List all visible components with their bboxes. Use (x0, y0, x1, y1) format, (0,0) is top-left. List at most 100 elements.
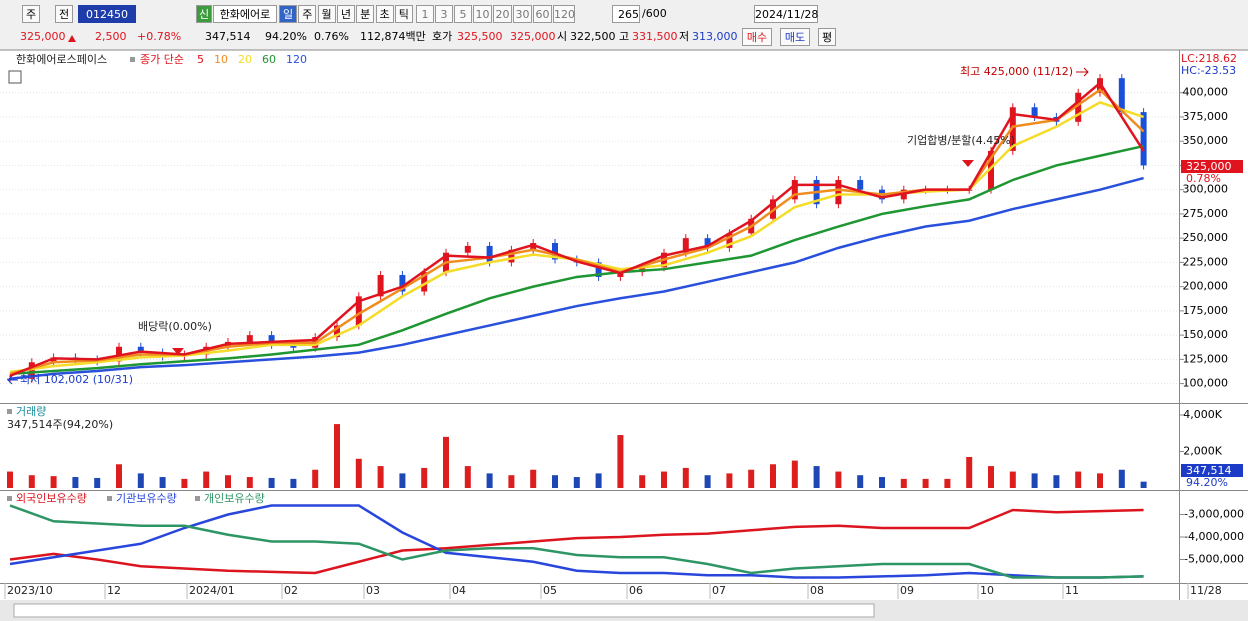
sell-button[interactable]: 매도 (780, 28, 810, 46)
candle (377, 275, 384, 297)
x-tick-label: 10 (980, 584, 994, 597)
y-tick-label: 200,000 (1183, 280, 1229, 293)
volume-bar (116, 464, 122, 488)
legend-entry: 20 (238, 53, 252, 66)
annotation: 최저 102,002 (10/31) (20, 373, 133, 386)
candle (464, 245, 471, 253)
candle (290, 344, 297, 348)
volume-bar (791, 460, 798, 488)
quote-field: 322,500 (570, 30, 616, 43)
y-tick-label: -5,000,000 (1184, 553, 1244, 566)
interval-button[interactable]: 60 (533, 5, 552, 23)
interval-button[interactable]: 10 (473, 5, 492, 23)
volume-bar (334, 424, 340, 488)
annotation: 배당락(0.00%) (138, 320, 212, 333)
volume-bar (7, 471, 13, 488)
y-tick-label: 125,000 (1183, 352, 1229, 365)
quote-field: 94.20% (265, 30, 307, 43)
kind-select[interactable]: 전 (55, 5, 73, 23)
holdings-line (9, 508, 1144, 575)
volume-bar (922, 478, 929, 488)
badge[interactable]: 신 (196, 5, 212, 23)
hc-label: HC:-23.53 (1181, 64, 1236, 77)
candle (1140, 112, 1147, 166)
volume-bar (1140, 481, 1147, 488)
volume-bar (94, 477, 101, 488)
stock-name[interactable]: 한화에어로 (213, 5, 277, 23)
interval-button[interactable]: 20 (493, 5, 512, 23)
last-price-box (1181, 160, 1243, 173)
volume-bar (203, 471, 210, 488)
annotation-arrow (7, 375, 18, 385)
legend-marker (107, 496, 112, 501)
last-volume-box (1181, 464, 1243, 477)
period-button[interactable]: 일 (279, 5, 297, 23)
volume-bar (988, 466, 994, 488)
interval-button[interactable]: 1 (416, 5, 434, 23)
candle (857, 179, 864, 190)
code-input[interactable]: 012450 (78, 5, 136, 23)
period-button[interactable]: 분 (356, 5, 375, 23)
volume-bar (813, 466, 820, 488)
legend-entry: 60 (262, 53, 276, 66)
interval-button[interactable]: 3 (435, 5, 453, 23)
volume-bar (50, 476, 57, 488)
period-button[interactable]: 초 (375, 5, 394, 23)
buy-button[interactable]: 매수 (742, 28, 772, 46)
period-button[interactable]: 년 (336, 5, 355, 23)
volume-bar (486, 473, 493, 488)
interval-button[interactable]: 30 (513, 5, 532, 23)
x-tick-label: 2024/01 (189, 584, 235, 597)
volume-bar (181, 478, 188, 488)
quote-field: 313,000 (692, 30, 738, 43)
quote-field: 0.76% (314, 30, 349, 43)
volume-bar (944, 478, 951, 488)
period-button[interactable]: 월 (317, 5, 336, 23)
market-select[interactable]: 주 (22, 5, 40, 23)
period-button[interactable]: 주 (298, 5, 317, 23)
x-tick-label: 03 (366, 584, 380, 597)
y-tick-label: 150,000 (1183, 328, 1229, 341)
legend-marker (7, 409, 12, 414)
legend-entry: 개인보유수량 (204, 492, 265, 505)
volume-bar (966, 456, 973, 488)
volume-bar (1075, 471, 1082, 488)
volume-bar (290, 478, 297, 488)
icon[interactable] (8, 70, 22, 84)
y-tick-label: -4,000,000 (1184, 530, 1244, 543)
avg-button[interactable]: 평 (818, 28, 836, 46)
y-tick-label: 2,000K (1183, 444, 1222, 457)
interval-button[interactable]: 5 (454, 5, 472, 23)
volume-bar (530, 469, 537, 488)
volume-bar (661, 471, 667, 488)
count-input[interactable]: 265 (612, 5, 640, 23)
interval-button[interactable]: 120 (553, 5, 575, 23)
legend-entry: 10 (214, 53, 228, 66)
x-tick-label: 04 (452, 584, 466, 597)
candle (50, 357, 57, 363)
volume-bar (137, 473, 144, 488)
volume-bar (159, 477, 166, 488)
volume-bar (704, 475, 711, 488)
quote-field: 호가 (432, 30, 453, 43)
y-tick-label: -3,000,000 (1184, 508, 1244, 521)
quote-field: 325,500 (457, 30, 503, 43)
legend-entry: 120 (286, 53, 307, 66)
legend-entry: 외국인보유수량 (16, 492, 87, 505)
volume-bar (28, 475, 35, 488)
candle (1031, 107, 1038, 117)
holdings-line (9, 504, 1144, 579)
candle (835, 179, 842, 205)
scroll-track[interactable] (13, 603, 875, 618)
candle (1118, 78, 1125, 113)
candle (421, 272, 428, 292)
volume-bar (879, 477, 885, 488)
volume-bar (312, 469, 319, 488)
period-button[interactable]: 틱 (394, 5, 413, 23)
volume-bar (355, 458, 362, 488)
volume-bar (443, 436, 449, 488)
quote-field: 112,874백만 (360, 30, 426, 43)
quote-field: +0.78% (137, 30, 182, 43)
date-input[interactable]: 2024/11/28 (754, 5, 818, 23)
